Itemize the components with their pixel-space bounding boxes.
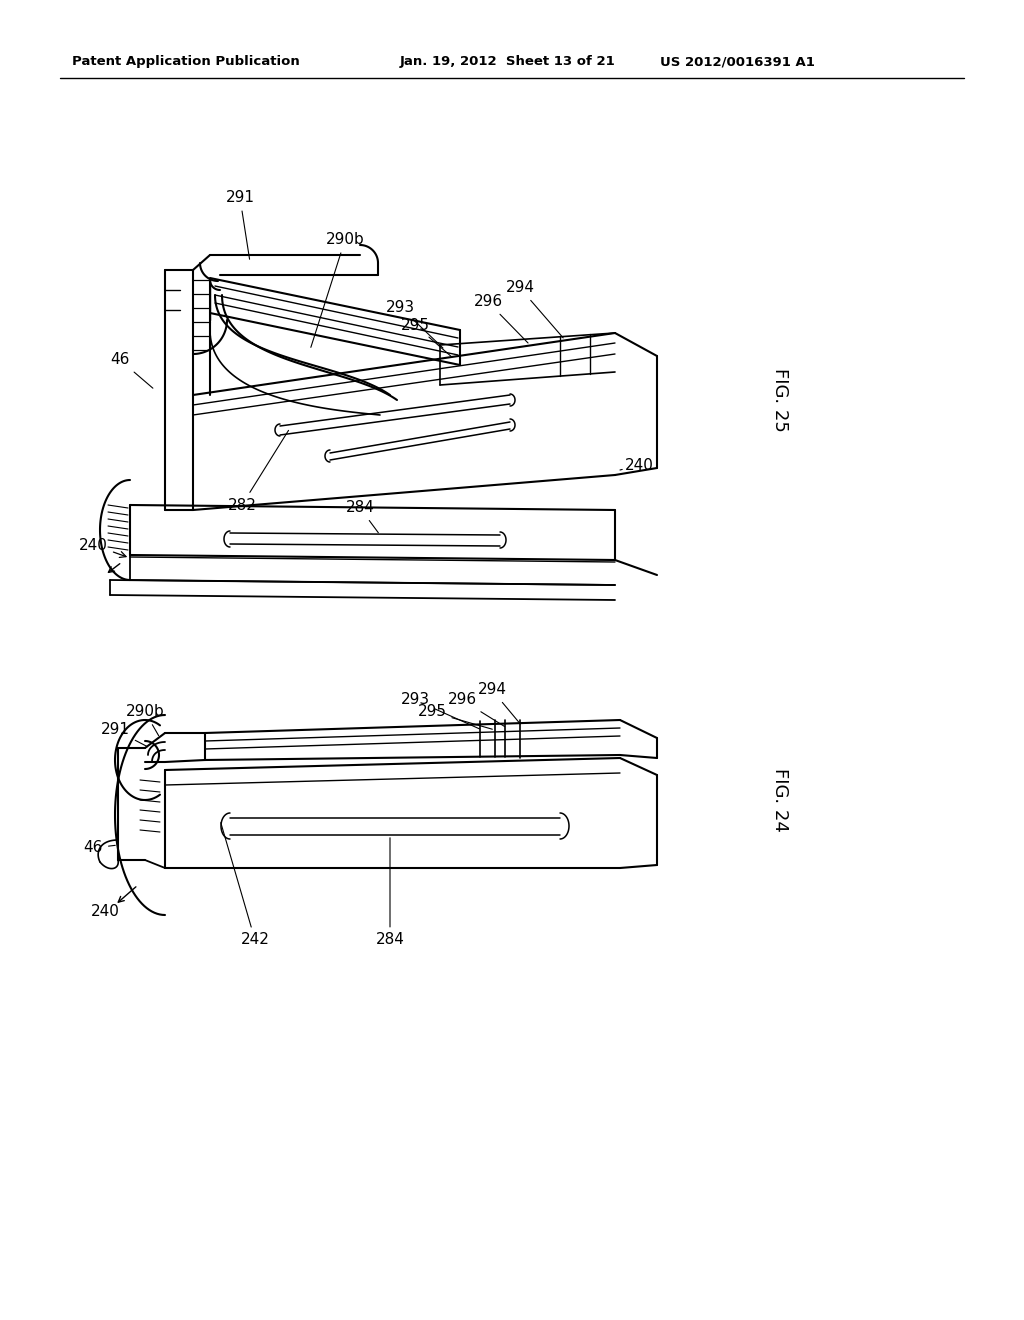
Text: 282: 282 <box>227 430 289 512</box>
Text: 240: 240 <box>79 537 126 557</box>
Text: FIG. 25: FIG. 25 <box>771 368 790 432</box>
Text: 284: 284 <box>376 838 404 948</box>
Text: 296: 296 <box>447 693 505 726</box>
Text: 296: 296 <box>473 294 528 343</box>
Text: 294: 294 <box>477 682 520 723</box>
Text: 242: 242 <box>221 822 269 948</box>
Text: 290b: 290b <box>126 705 165 735</box>
Text: Jan. 19, 2012  Sheet 13 of 21: Jan. 19, 2012 Sheet 13 of 21 <box>400 55 615 69</box>
Text: 240: 240 <box>620 458 654 473</box>
Text: 284: 284 <box>345 500 378 533</box>
Text: 291: 291 <box>101 722 147 747</box>
Text: 294: 294 <box>506 281 563 338</box>
Text: 46: 46 <box>84 841 116 855</box>
Text: FIG. 24: FIG. 24 <box>771 768 790 832</box>
Text: 295: 295 <box>400 318 451 356</box>
Text: 293: 293 <box>400 693 479 729</box>
Text: 295: 295 <box>418 705 493 729</box>
Text: Patent Application Publication: Patent Application Publication <box>72 55 300 69</box>
Text: 293: 293 <box>385 300 443 348</box>
Text: 46: 46 <box>111 352 153 388</box>
Text: 240: 240 <box>90 904 120 920</box>
Text: 291: 291 <box>225 190 255 259</box>
Text: 290b: 290b <box>311 232 365 347</box>
Text: US 2012/0016391 A1: US 2012/0016391 A1 <box>660 55 815 69</box>
